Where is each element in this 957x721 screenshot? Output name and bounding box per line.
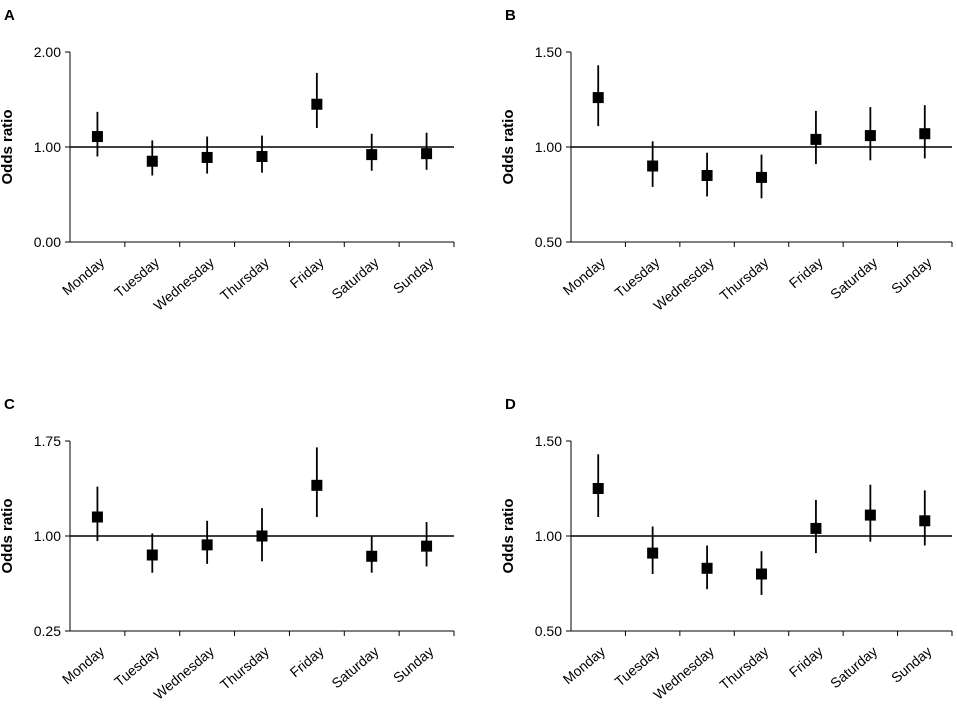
x-tick-label: Saturday: [328, 643, 381, 691]
odds-ratio-point: [864, 509, 876, 521]
y-axis-label: Odds ratio: [500, 498, 517, 573]
odds-ratio-point: [91, 131, 103, 143]
y-tick-label: 2.00: [34, 44, 61, 60]
odds-ratio-point: [146, 155, 158, 167]
panel-b: B Odds ratio 0.50 1.00 1.50 Monday TuesdayWedn…: [500, 7, 953, 314]
odds-ratio-point: [201, 539, 213, 551]
y-tick-label: 1.50: [535, 433, 562, 449]
x-tick-label: Thursday: [217, 254, 272, 304]
x-tick-label: Tuesday: [111, 254, 162, 300]
y-tick-label: 0.25: [34, 623, 61, 639]
odds-ratio-point: [91, 511, 103, 523]
x-tick-label: Tuesday: [111, 643, 162, 689]
odds-ratio-point: [366, 149, 378, 161]
odds-ratio-point: [256, 530, 268, 542]
odds-ratio-point: [592, 483, 604, 494]
x-tick-label: Thursday: [217, 643, 272, 693]
x-tick-label: Wednesday: [150, 254, 217, 314]
y-axis-label: Odds ratio: [0, 109, 16, 184]
odds-ratio-point: [647, 160, 659, 172]
x-tick-label: Saturday: [827, 254, 880, 302]
panel-letter: B: [505, 7, 516, 24]
x-tick-label: Thursday: [716, 254, 771, 304]
odds-ratio-point: [256, 151, 268, 162]
odds-ratio-point: [756, 568, 767, 580]
x-tick-label: Friday: [786, 643, 826, 680]
y-tick-label: 0.50: [535, 623, 562, 639]
panel-a: A Odds ratio 0.00 1.00 2.00 Monday TuesdayWedn…: [0, 7, 455, 314]
odds-ratio-point: [701, 170, 713, 181]
odds-ratio-point: [919, 128, 931, 140]
panel-letter: C: [4, 396, 15, 413]
x-tick-label: Wednesday: [650, 643, 717, 703]
y-tick-label: 1.00: [535, 139, 562, 155]
y-tick-label: 0.50: [535, 234, 562, 250]
y-tick-label: 1.00: [34, 139, 61, 155]
x-tick-label: Monday: [59, 254, 107, 298]
y-tick-label: 1.50: [535, 44, 562, 60]
y-tick-label: 1.00: [34, 528, 61, 544]
odds-ratio-point: [311, 479, 323, 491]
x-tick-label: Saturday: [827, 643, 880, 691]
odds-ratio-point: [919, 515, 931, 527]
panel-d: D Odds ratio 0.50 1.00 1.50 Monday TuesdayWedn…: [500, 396, 953, 703]
x-tick-label: Wednesday: [650, 254, 717, 314]
x-tick-label: Monday: [59, 643, 107, 687]
x-tick-label: Friday: [786, 254, 826, 291]
odds-ratio-point: [756, 171, 767, 183]
x-tick-label: Monday: [560, 643, 608, 687]
y-axis-label: Odds ratio: [0, 498, 16, 573]
x-tick-label: Sunday: [390, 643, 437, 686]
panel-letter: D: [505, 396, 516, 413]
y-tick-label: 1.00: [535, 528, 562, 544]
odds-ratio-point: [421, 148, 433, 160]
panel-c: C Odds ratio 0.25 1.00 1.75 Monday TuesdayWedn…: [0, 396, 455, 703]
odds-ratio-point: [592, 92, 604, 104]
y-tick-label: 0.00: [34, 234, 61, 250]
x-tick-label: Saturday: [328, 254, 381, 302]
odds-ratio-point: [810, 522, 822, 534]
x-tick-label: Sunday: [888, 254, 935, 297]
y-tick-label: 1.75: [34, 433, 61, 449]
x-tick-label: Tuesday: [612, 254, 663, 300]
odds-ratio-point: [701, 562, 713, 574]
odds-ratio-point: [810, 133, 822, 145]
x-tick-label: Sunday: [390, 254, 437, 297]
odds-ratio-point: [864, 130, 876, 142]
y-axis-label: Odds ratio: [500, 109, 517, 184]
x-tick-label: Wednesday: [150, 643, 217, 703]
x-tick-label: Friday: [287, 643, 327, 680]
odds-ratio-point: [201, 151, 213, 163]
x-tick-label: Monday: [560, 254, 608, 298]
odds-ratio-point: [421, 540, 433, 552]
odds-ratio-point: [146, 549, 158, 561]
x-tick-label: Friday: [287, 254, 327, 291]
x-tick-label: Tuesday: [612, 643, 663, 689]
odds-ratio-point: [366, 550, 378, 562]
odds-ratio-point: [647, 547, 659, 559]
x-tick-label: Thursday: [716, 643, 771, 693]
panel-letter: A: [4, 7, 15, 24]
odds-ratio-point: [311, 98, 323, 110]
x-tick-label: Sunday: [888, 643, 935, 686]
